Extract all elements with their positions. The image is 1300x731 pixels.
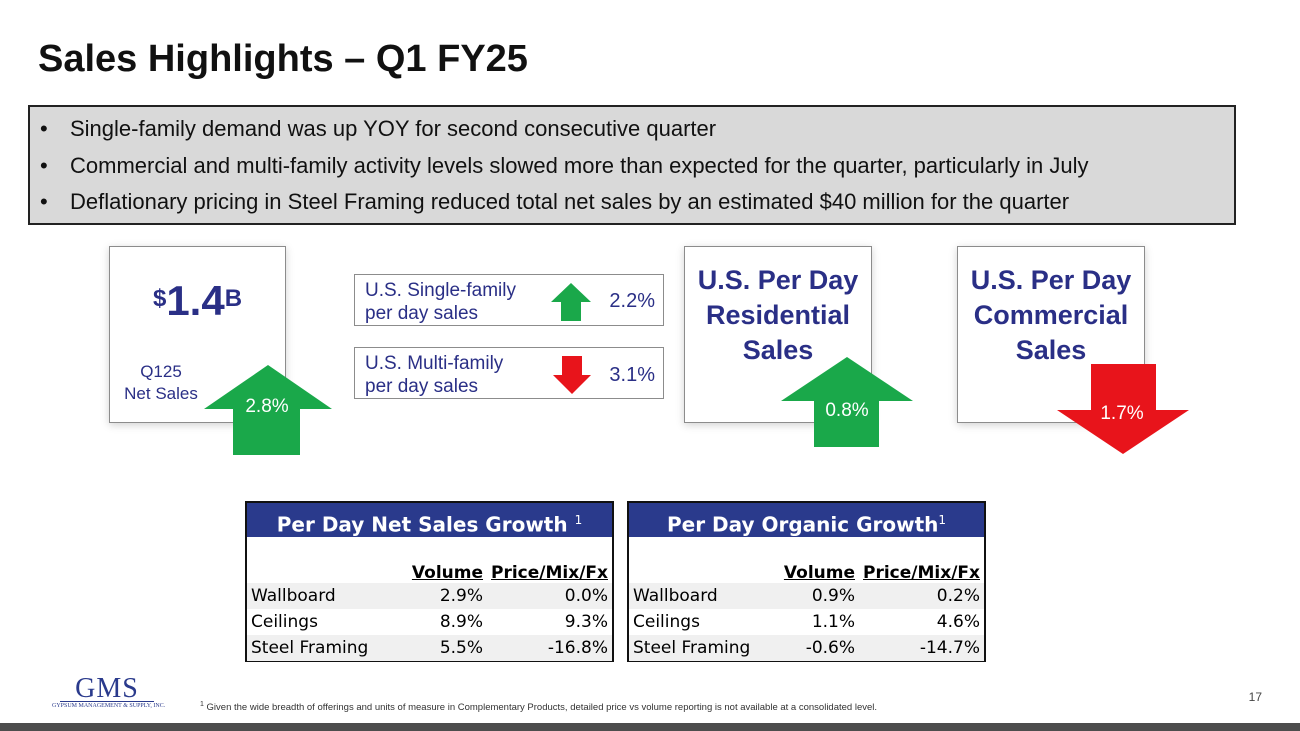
table-row: Steel Framing 5.5% -16.8% [247,635,612,661]
column-header-price: Price/Mix/Fx [863,563,980,583]
row-label: Wallboard [629,583,760,609]
bullet-marker: • [40,189,48,214]
footnote-mark: 1 [938,513,947,527]
down-arrow-icon [1057,364,1189,454]
data-table: Volume Price/Mix/Fx Wallboard 2.9% 0.0% … [247,537,612,661]
table-row: Ceilings 1.1% 4.6% [629,609,984,635]
bullet-item: • Single-family demand was up YOY for se… [40,113,1234,150]
price-cell: -14.7% [859,635,984,661]
net-sales-value: $1.4B [110,277,285,325]
net-sales-label-line2: Net Sales [124,384,198,403]
residential-title-line2: Residential [705,300,851,330]
residential-title-line1: U.S. Per Day [697,265,859,295]
row-label: Steel Framing [247,635,379,661]
single-family-value: 2.2% [609,290,655,312]
column-header-price: Price/Mix/Fx [491,563,608,583]
currency-symbol: $ [152,285,167,312]
single-family-stat: U.S. Single-family per day sales 2.2% [354,274,664,326]
column-header [629,537,760,583]
bottom-bar [0,723,1300,731]
table-row: Wallboard 2.9% 0.0% [247,583,612,609]
logo-text: GMS [75,673,139,704]
column-header [247,537,379,583]
volume-cell: -0.6% [759,635,860,661]
multi-family-label-line2: per day sales [365,376,479,397]
table-title: Per Day Net Sales Growth 1 [247,503,612,537]
bullet-text: Deflationary pricing in Steel Framing re… [70,189,1070,214]
net-sales-unit: B [224,285,243,312]
residential-card: U.S. Per Day Residential Sales [684,246,872,423]
single-family-label: U.S. Single-family per day sales [365,279,516,325]
page-title: Sales Highlights – Q1 FY25 [38,38,528,80]
logo-subtext: GYPSUM MANAGEMENT & SUPPLY, INC. [52,703,166,709]
residential-title-line3: Sales [742,335,814,365]
table-title-text: Per Day Net Sales Growth [276,512,568,537]
gms-logo: GMS GYPSUM MANAGEMENT & SUPPLY, INC. [52,673,166,711]
volume-cell: 5.5% [378,635,488,661]
table-row: Steel Framing -0.6% -14.7% [629,635,984,661]
volume-cell: 8.9% [439,612,484,632]
page-number: 17 [1248,690,1262,704]
bullet-text: Single-family demand was up YOY for seco… [70,116,717,141]
table-header-row: Volume Price/Mix/Fx [629,537,984,583]
net-sales-card: $1.4B Q125 Net Sales [109,246,286,423]
column-header-volume: Volume [411,563,484,583]
single-family-label-line1: U.S. Single-family [365,280,516,301]
table-header-row: Volume Price/Mix/Fx [247,537,612,583]
commercial-change: 1.7% [1100,403,1144,424]
bullet-marker: • [40,152,48,178]
residential-title: U.S. Per Day Residential Sales [685,263,871,368]
single-family-label-line2: per day sales [365,303,479,324]
bullet-item: • Deflationary pricing in Steel Framing … [40,186,1234,223]
organic-growth-table: Per Day Organic Growth1 Volume Price/Mix… [627,501,986,662]
table-title-text: Per Day Organic Growth [666,512,939,537]
bullet-marker: • [40,116,48,141]
column-header-volume: Volume [783,563,856,583]
commercial-title-line1: U.S. Per Day [970,265,1132,295]
row-label: Ceilings [251,612,318,632]
data-table: Volume Price/Mix/Fx Wallboard 0.9% 0.2% … [629,537,984,661]
logo-rule [60,701,154,702]
price-cell: 9.3% [564,612,608,632]
footnote-text: Given the wide breadth of offerings and … [206,702,878,714]
up-arrow-icon [781,357,913,447]
row-label: Ceilings [633,612,700,632]
footnote-mark: 1 [200,701,204,708]
net-sales-change: 2.8% [245,396,289,417]
bullet-item: • Commercial and multi-family activity l… [40,150,1234,187]
residential-change: 0.8% [825,400,869,421]
row-label: Wallboard [247,583,379,609]
net-sales-label: Q125 Net Sales [110,361,212,405]
price-cell: 4.6% [936,612,980,632]
down-arrow-icon [553,356,591,394]
volume-cell: 2.9% [378,583,488,609]
row-label: Steel Framing [629,635,760,661]
volume-cell: 0.9% [759,583,860,609]
footnote-mark: 1 [574,513,583,527]
net-sales-label-line1: Q125 [140,362,182,381]
table-row: Wallboard 0.9% 0.2% [629,583,984,609]
footnote: 1 Given the wide breadth of offerings an… [200,701,877,713]
commercial-title-line2: Commercial [973,300,1129,330]
price-cell: 0.2% [859,583,984,609]
table-row: Ceilings 8.9% 9.3% [247,609,612,635]
price-cell: 0.0% [487,583,612,609]
net-sales-growth-table: Per Day Net Sales Growth 1 Volume Price/… [245,501,614,662]
table-title: Per Day Organic Growth1 [629,503,984,537]
multi-family-value: 3.1% [609,364,655,386]
multi-family-stat: U.S. Multi-family per day sales 3.1% [354,347,664,399]
up-arrow-icon [204,365,332,455]
up-arrow-icon [551,283,591,321]
multi-family-label: U.S. Multi-family per day sales [365,352,503,398]
highlights-box: • Single-family demand was up YOY for se… [28,105,1236,225]
commercial-title: U.S. Per Day Commercial Sales [958,263,1144,368]
price-cell: -16.8% [487,635,612,661]
commercial-title-line3: Sales [1015,335,1087,365]
bullet-text: Commercial and multi-family activity lev… [70,152,1089,178]
volume-cell: 1.1% [811,612,856,632]
multi-family-label-line1: U.S. Multi-family [365,353,504,374]
net-sales-amount: 1.4 [166,277,225,324]
